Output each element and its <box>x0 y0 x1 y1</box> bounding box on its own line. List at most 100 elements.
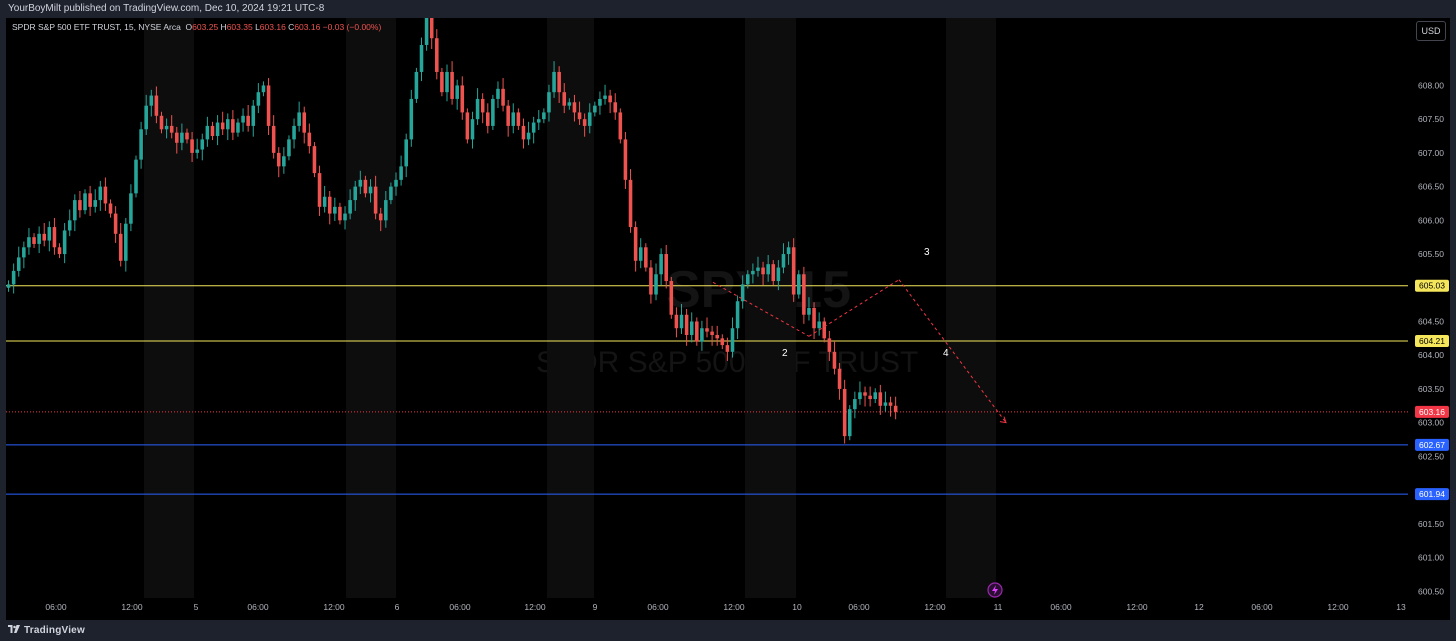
x-tick-label: 12:00 <box>1327 602 1349 612</box>
candle <box>57 243 62 259</box>
currency-button[interactable]: USD <box>1416 21 1446 41</box>
candle <box>455 79 459 110</box>
candle <box>700 320 704 351</box>
candle-body <box>470 119 475 140</box>
candle <box>552 61 556 98</box>
candle <box>827 330 832 361</box>
candle <box>847 405 852 441</box>
candle-body <box>113 213 118 234</box>
x-tick-label: 13 <box>1396 602 1406 612</box>
price-badge: 604.21 <box>1415 335 1449 348</box>
candle <box>175 126 179 154</box>
candle-body <box>521 125 526 140</box>
candle-body <box>317 173 322 207</box>
candle-body <box>623 139 628 180</box>
candle <box>756 256 760 277</box>
candle-body <box>730 328 735 352</box>
y-tick-label: 601.50 <box>1418 519 1444 529</box>
price-badge-bg <box>1415 438 1449 451</box>
candle <box>384 190 388 228</box>
candle-body <box>52 227 57 248</box>
candle-body <box>241 115 245 123</box>
candle-body <box>297 112 301 126</box>
candle <box>16 246 21 277</box>
x-tick-label: 6 <box>395 602 400 612</box>
candle-body <box>210 125 215 137</box>
candle <box>338 202 342 225</box>
candle-body <box>266 85 271 126</box>
tradingview-logo[interactable]: TradingView <box>8 620 85 641</box>
candle-body <box>215 122 220 137</box>
candle-body <box>608 95 612 103</box>
brand-name: TradingView <box>24 625 85 636</box>
candle <box>618 108 623 144</box>
candle-body <box>139 129 143 160</box>
candle-body <box>460 85 465 113</box>
candle-body <box>705 328 709 332</box>
price-badge: 605.03 <box>1415 279 1449 292</box>
candle <box>271 115 276 159</box>
candle <box>766 255 770 282</box>
candle <box>251 99 256 137</box>
candle-body <box>312 146 317 174</box>
candle-body <box>42 233 47 241</box>
candle <box>842 379 847 444</box>
candle-body <box>185 132 189 140</box>
candle <box>547 84 551 122</box>
candle <box>266 78 271 136</box>
candle <box>669 276 674 319</box>
candle-body <box>847 409 852 437</box>
candle-body <box>282 156 286 167</box>
candle <box>440 67 444 97</box>
candlestick-chart[interactable]: 2 3 4 608.00 607.50 607.00 606.50 606.00 605.50… <box>6 18 1450 620</box>
alert-icon[interactable] <box>987 582 1003 598</box>
candle <box>118 223 123 267</box>
candle <box>210 121 215 141</box>
candle-body <box>883 402 888 406</box>
candle-body <box>307 132 312 147</box>
candle-body <box>16 257 21 271</box>
candle <box>654 263 658 301</box>
candle-body <box>674 314 679 329</box>
candle <box>169 115 174 139</box>
candle-body <box>338 206 342 221</box>
x-tick-label: 06:00 <box>647 602 669 612</box>
candle <box>124 217 128 272</box>
candle-body <box>536 119 541 123</box>
candle-body <box>144 105 148 130</box>
candle <box>613 93 618 120</box>
candle-body <box>654 274 658 295</box>
candle <box>435 29 439 80</box>
candle-body <box>62 230 67 255</box>
candle-body <box>134 159 138 194</box>
candle <box>725 337 730 361</box>
candle-body <box>735 301 740 329</box>
candle-body <box>740 284 745 302</box>
candle <box>791 238 796 302</box>
candle <box>333 197 337 221</box>
candle <box>715 325 719 346</box>
candle-body <box>175 132 179 143</box>
candle-body <box>22 247 26 258</box>
high-label: H <box>220 22 227 32</box>
candle <box>302 106 307 144</box>
candle <box>424 18 429 51</box>
candle-body <box>506 105 510 126</box>
candle <box>470 111 475 149</box>
candle <box>664 244 668 289</box>
open-label: O <box>185 22 193 32</box>
wave-label: 2 <box>782 348 788 359</box>
candle <box>526 121 531 146</box>
candle <box>475 88 480 125</box>
candle <box>557 66 561 103</box>
wave-arrow <box>999 416 1007 424</box>
candle <box>796 270 801 299</box>
x-tick-label: 12 <box>1194 602 1204 612</box>
candle-body <box>384 200 388 221</box>
y-tick-label: 608.00 <box>1418 80 1444 90</box>
candle <box>751 263 755 284</box>
candle-body <box>149 95 154 106</box>
x-tick-label: 12:00 <box>323 602 345 612</box>
publish-header: YourBoyMilt published on TradingView.com… <box>0 0 1456 18</box>
